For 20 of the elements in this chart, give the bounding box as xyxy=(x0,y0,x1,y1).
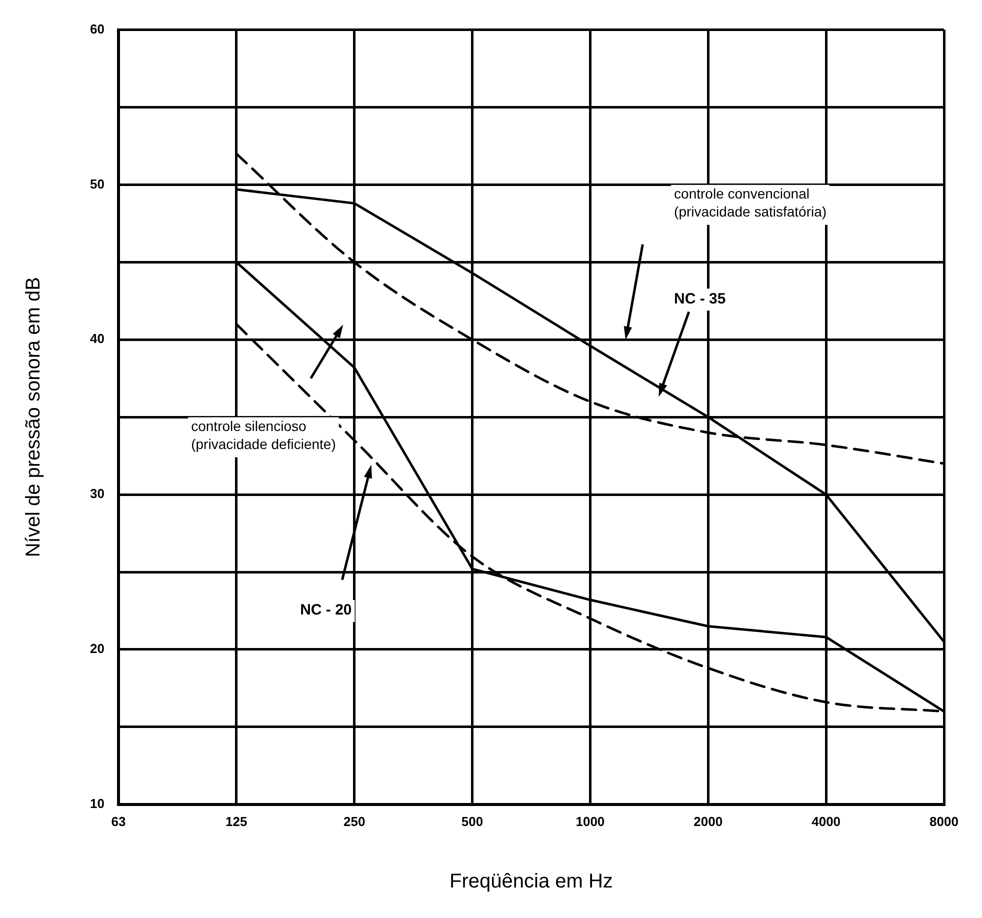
annotation: controle convencional (privacidade satisfatória) xyxy=(674,186,827,220)
x-tick-label: 8000 xyxy=(930,814,958,829)
x-tick-label: 1000 xyxy=(576,814,605,829)
x-tick-label: 250 xyxy=(343,814,366,829)
x-tick-label: 125 xyxy=(226,814,248,829)
x-tick-label: 63 xyxy=(111,814,126,829)
y-tick-label: 40 xyxy=(90,331,104,346)
annotation: NC - 35 xyxy=(674,290,726,308)
y-tick-label: 20 xyxy=(90,641,104,656)
x-tick-label: 2000 xyxy=(694,814,723,829)
y-axis-title: Nível de pressão sonora em dB xyxy=(22,277,45,558)
y-tick-label: 50 xyxy=(90,176,104,192)
x-tick-label: 4000 xyxy=(812,814,841,829)
x-axis-title: Freqüência em Hz xyxy=(450,870,613,893)
annotation: controle silencioso (privacidade deficiente) xyxy=(191,418,336,452)
y-tick-label: 30 xyxy=(90,486,104,502)
y-tick-label: 10 xyxy=(90,796,104,811)
y-tick-label: 60 xyxy=(90,21,104,36)
x-tick-label: 500 xyxy=(461,814,484,829)
annotation: NC - 20 xyxy=(300,602,352,619)
